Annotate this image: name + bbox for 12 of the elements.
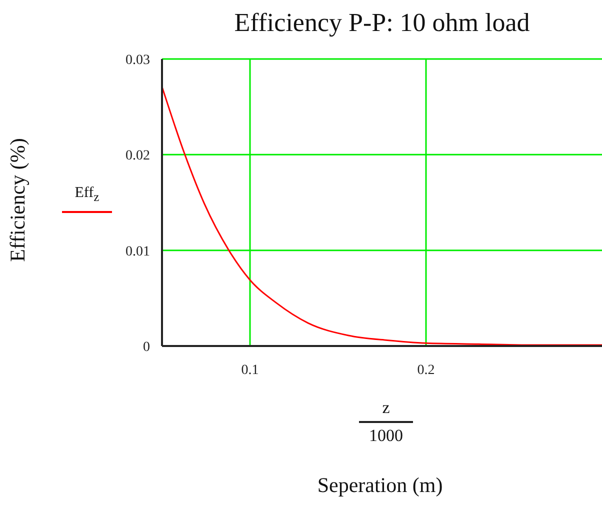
y-axis-title: Efficiency (%) [6,138,30,262]
x-tick-label: 0.1 [241,362,259,378]
y-tick-label: 0 [143,340,150,355]
y-tick-label: 0.03 [126,52,150,68]
text: Eff$_{z}$ [74,185,100,204]
text: z [381,398,391,418]
y-tick-label: 0.01 [126,244,150,260]
y-tick-label: 0.02 [126,148,150,164]
text: 1000 [368,426,404,446]
chart-title: Efficiency P-P: 10 ohm load [233,8,531,38]
x-axis-title: Seperation (m) [316,473,444,498]
x-tick-label: 0.2 [417,362,435,378]
